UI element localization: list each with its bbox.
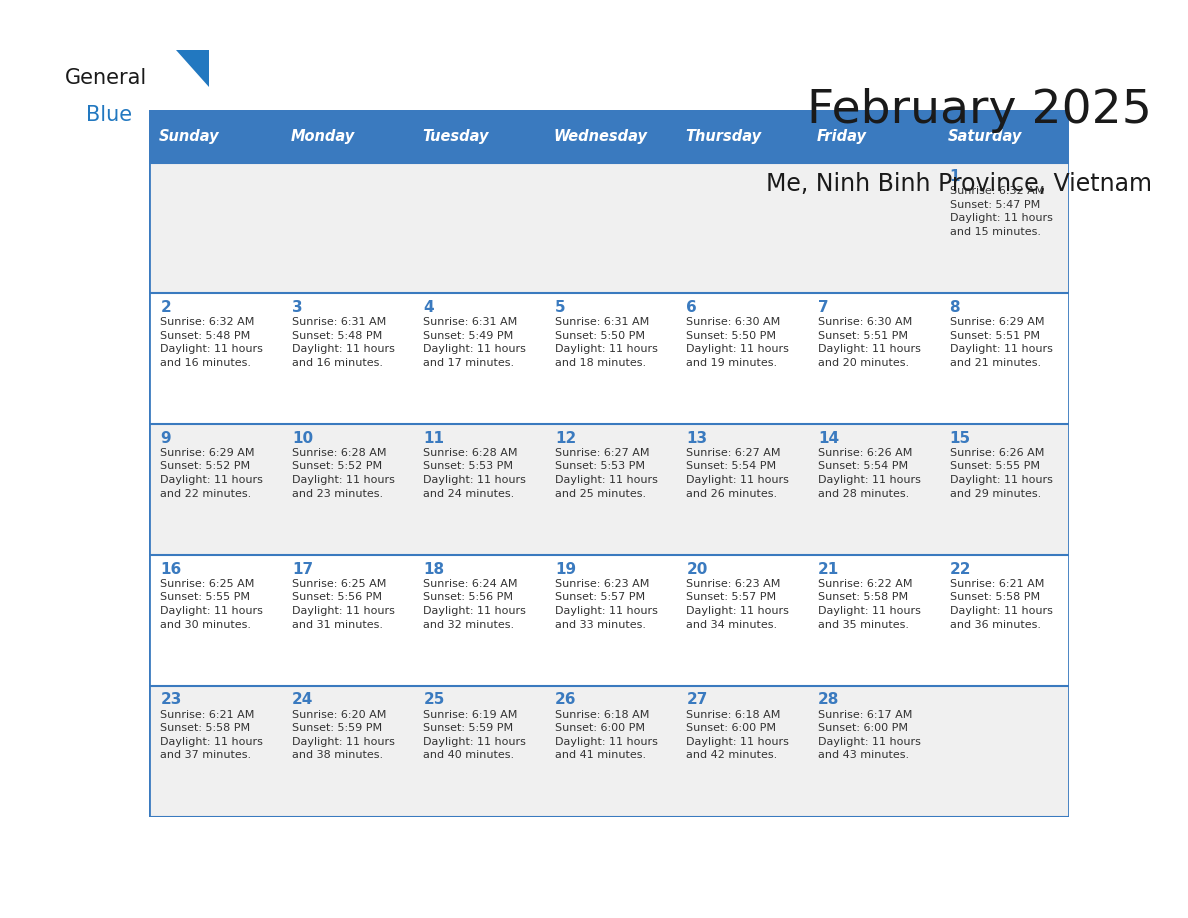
Text: 17: 17 [292,562,312,577]
Bar [148,555,1069,686]
Text: Wednesday: Wednesday [554,129,647,144]
Text: Sunrise: 6:27 AM
Sunset: 5:54 PM
Daylight: 11 hours
and 26 minutes.: Sunrise: 6:27 AM Sunset: 5:54 PM Dayligh… [687,448,789,498]
Text: Sunrise: 6:29 AM
Sunset: 5:51 PM
Daylight: 11 hours
and 21 minutes.: Sunrise: 6:29 AM Sunset: 5:51 PM Dayligh… [949,317,1053,368]
Text: Sunrise: 6:29 AM
Sunset: 5:52 PM
Daylight: 11 hours
and 22 minutes.: Sunrise: 6:29 AM Sunset: 5:52 PM Dayligh… [160,448,264,498]
Text: Monday: Monday [291,129,355,144]
Text: General: General [65,68,147,88]
Text: Thursday: Thursday [685,129,762,144]
Text: 28: 28 [819,692,840,708]
Text: Sunrise: 6:26 AM
Sunset: 5:54 PM
Daylight: 11 hours
and 28 minutes.: Sunrise: 6:26 AM Sunset: 5:54 PM Dayligh… [819,448,921,498]
Text: 6: 6 [687,299,697,315]
Text: Tuesday: Tuesday [422,129,488,144]
Text: 27: 27 [687,692,708,708]
Text: 5: 5 [555,299,565,315]
Bar [148,110,280,162]
Text: 4: 4 [423,299,434,315]
Text: 10: 10 [292,431,312,445]
Text: Saturday: Saturday [948,129,1023,144]
Text: 3: 3 [292,299,303,315]
Text: 19: 19 [555,562,576,577]
Text: 13: 13 [687,431,708,445]
Text: 2: 2 [160,299,171,315]
Text: Sunrise: 6:19 AM
Sunset: 5:59 PM
Daylight: 11 hours
and 40 minutes.: Sunrise: 6:19 AM Sunset: 5:59 PM Dayligh… [423,710,526,760]
Text: 15: 15 [949,431,971,445]
Text: Sunrise: 6:22 AM
Sunset: 5:58 PM
Daylight: 11 hours
and 35 minutes.: Sunrise: 6:22 AM Sunset: 5:58 PM Dayligh… [819,578,921,630]
Bar [148,424,1069,555]
Text: 20: 20 [687,562,708,577]
Text: 9: 9 [160,431,171,445]
Text: Sunrise: 6:26 AM
Sunset: 5:55 PM
Daylight: 11 hours
and 29 minutes.: Sunrise: 6:26 AM Sunset: 5:55 PM Dayligh… [949,448,1053,498]
Text: Sunrise: 6:21 AM
Sunset: 5:58 PM
Daylight: 11 hours
and 36 minutes.: Sunrise: 6:21 AM Sunset: 5:58 PM Dayligh… [949,578,1053,630]
Text: 21: 21 [819,562,839,577]
Text: Friday: Friday [816,129,867,144]
Polygon shape [176,50,209,87]
Bar [543,110,675,162]
Text: 26: 26 [555,692,576,708]
Text: Sunrise: 6:17 AM
Sunset: 6:00 PM
Daylight: 11 hours
and 43 minutes.: Sunrise: 6:17 AM Sunset: 6:00 PM Dayligh… [819,710,921,760]
Text: Sunrise: 6:21 AM
Sunset: 5:58 PM
Daylight: 11 hours
and 37 minutes.: Sunrise: 6:21 AM Sunset: 5:58 PM Dayligh… [160,710,264,760]
Bar [280,110,411,162]
Text: 24: 24 [292,692,314,708]
Text: 23: 23 [160,692,182,708]
Bar [937,110,1069,162]
Bar [675,110,807,162]
Text: 16: 16 [160,562,182,577]
Text: Sunrise: 6:18 AM
Sunset: 6:00 PM
Daylight: 11 hours
and 41 minutes.: Sunrise: 6:18 AM Sunset: 6:00 PM Dayligh… [555,710,658,760]
Text: Sunrise: 6:23 AM
Sunset: 5:57 PM
Daylight: 11 hours
and 34 minutes.: Sunrise: 6:23 AM Sunset: 5:57 PM Dayligh… [687,578,789,630]
Text: 25: 25 [423,692,444,708]
Text: Blue: Blue [86,105,132,125]
Bar [148,294,1069,424]
Text: 1: 1 [949,169,960,184]
Text: 14: 14 [819,431,839,445]
Text: 22: 22 [949,562,971,577]
Bar [807,110,937,162]
Text: Sunday: Sunday [159,129,220,144]
Text: Sunrise: 6:30 AM
Sunset: 5:50 PM
Daylight: 11 hours
and 19 minutes.: Sunrise: 6:30 AM Sunset: 5:50 PM Dayligh… [687,317,789,368]
Text: 12: 12 [555,431,576,445]
Text: Sunrise: 6:28 AM
Sunset: 5:52 PM
Daylight: 11 hours
and 23 minutes.: Sunrise: 6:28 AM Sunset: 5:52 PM Dayligh… [292,448,394,498]
Text: Sunrise: 6:20 AM
Sunset: 5:59 PM
Daylight: 11 hours
and 38 minutes.: Sunrise: 6:20 AM Sunset: 5:59 PM Dayligh… [292,710,394,760]
Text: Sunrise: 6:32 AM
Sunset: 5:47 PM
Daylight: 11 hours
and 15 minutes.: Sunrise: 6:32 AM Sunset: 5:47 PM Dayligh… [949,186,1053,237]
Bar [148,686,1069,817]
Text: Sunrise: 6:25 AM
Sunset: 5:56 PM
Daylight: 11 hours
and 31 minutes.: Sunrise: 6:25 AM Sunset: 5:56 PM Dayligh… [292,578,394,630]
Text: Sunrise: 6:24 AM
Sunset: 5:56 PM
Daylight: 11 hours
and 32 minutes.: Sunrise: 6:24 AM Sunset: 5:56 PM Dayligh… [423,578,526,630]
Text: 8: 8 [949,299,960,315]
Text: Sunrise: 6:31 AM
Sunset: 5:49 PM
Daylight: 11 hours
and 17 minutes.: Sunrise: 6:31 AM Sunset: 5:49 PM Dayligh… [423,317,526,368]
Text: 7: 7 [819,299,828,315]
Text: Sunrise: 6:25 AM
Sunset: 5:55 PM
Daylight: 11 hours
and 30 minutes.: Sunrise: 6:25 AM Sunset: 5:55 PM Dayligh… [160,578,264,630]
Bar [411,110,543,162]
Text: 11: 11 [423,431,444,445]
Text: February 2025: February 2025 [808,87,1152,133]
Text: Sunrise: 6:30 AM
Sunset: 5:51 PM
Daylight: 11 hours
and 20 minutes.: Sunrise: 6:30 AM Sunset: 5:51 PM Dayligh… [819,317,921,368]
Text: Sunrise: 6:28 AM
Sunset: 5:53 PM
Daylight: 11 hours
and 24 minutes.: Sunrise: 6:28 AM Sunset: 5:53 PM Dayligh… [423,448,526,498]
Bar [148,162,1069,294]
Text: Sunrise: 6:23 AM
Sunset: 5:57 PM
Daylight: 11 hours
and 33 minutes.: Sunrise: 6:23 AM Sunset: 5:57 PM Dayligh… [555,578,658,630]
Text: Me, Ninh Binh Province, Vietnam: Me, Ninh Binh Province, Vietnam [766,172,1152,196]
Text: Sunrise: 6:27 AM
Sunset: 5:53 PM
Daylight: 11 hours
and 25 minutes.: Sunrise: 6:27 AM Sunset: 5:53 PM Dayligh… [555,448,658,498]
Text: Sunrise: 6:31 AM
Sunset: 5:48 PM
Daylight: 11 hours
and 16 minutes.: Sunrise: 6:31 AM Sunset: 5:48 PM Dayligh… [292,317,394,368]
Text: 18: 18 [423,562,444,577]
Text: Sunrise: 6:32 AM
Sunset: 5:48 PM
Daylight: 11 hours
and 16 minutes.: Sunrise: 6:32 AM Sunset: 5:48 PM Dayligh… [160,317,264,368]
Text: Sunrise: 6:31 AM
Sunset: 5:50 PM
Daylight: 11 hours
and 18 minutes.: Sunrise: 6:31 AM Sunset: 5:50 PM Dayligh… [555,317,658,368]
Text: Sunrise: 6:18 AM
Sunset: 6:00 PM
Daylight: 11 hours
and 42 minutes.: Sunrise: 6:18 AM Sunset: 6:00 PM Dayligh… [687,710,789,760]
